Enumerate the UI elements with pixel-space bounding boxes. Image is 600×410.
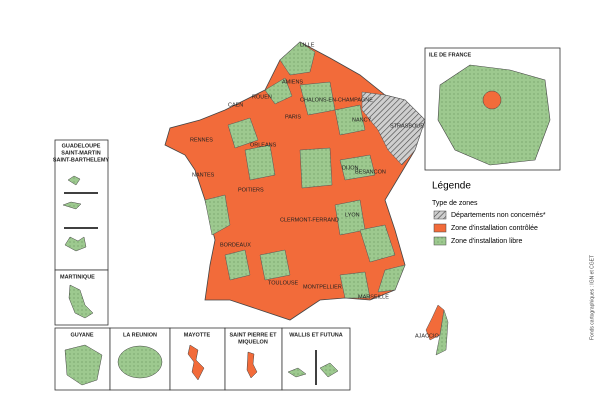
zone-libre — [224, 249, 251, 281]
legend-swatch — [433, 210, 447, 220]
inset-title: SAINT-BARTHELEMY — [53, 157, 110, 163]
city-label: CHALONS-EN-CHAMPAGNE — [300, 97, 373, 103]
zone-libre — [204, 194, 231, 236]
city-label: PARIS — [285, 114, 301, 120]
city-label: DIJON — [342, 165, 359, 171]
city-label: AMIENS — [282, 79, 303, 85]
city-label: LILLE — [300, 42, 315, 48]
city-label: TOULOUSE — [268, 280, 298, 286]
inset-title: MARTINIQUE — [60, 274, 95, 280]
zone-libre — [299, 147, 333, 189]
city-label: CLERMONT-FERRAND — [280, 217, 339, 223]
city-labels: LILLE AMIENS ROUEN CAEN PARIS CHALONS-EN-CHAM… — [190, 42, 440, 339]
zone-libre — [244, 144, 276, 181]
idf-map — [437, 64, 551, 166]
city-label: NANCY — [352, 117, 372, 123]
city-label: ORLEANS — [250, 142, 277, 148]
spm-map — [246, 351, 258, 379]
inset-title: WALLIS ET FUTUNA — [289, 332, 342, 338]
city-label: POITIERS — [238, 187, 264, 193]
zone-libre — [279, 41, 316, 76]
inset-title: MAYOTTE — [184, 332, 211, 338]
city-label: STRASBOURG — [390, 123, 429, 129]
legend-subtitle: Type de zones — [432, 200, 478, 207]
zone-libre — [334, 104, 366, 136]
zones-libres — [204, 41, 406, 299]
idf-paris — [482, 90, 502, 110]
haute-corse — [435, 309, 449, 356]
city-label: ROUEN — [252, 94, 272, 100]
guadeloupe-map — [62, 175, 87, 252]
credit: Fonds cartographiques : IGN et CGET — [589, 255, 595, 340]
city-label: BESANCON — [355, 169, 386, 175]
city-label: AJACCIO — [415, 333, 440, 339]
legend-swatch — [433, 223, 447, 233]
legend: Légende Type de zones Départements non c… — [432, 181, 546, 246]
zone-libre — [377, 264, 406, 293]
city-label: MONTPELLIER — [303, 284, 342, 290]
city-label: BORDEAUX — [220, 242, 251, 248]
inset-title: SAINT PIERRE ET — [229, 332, 277, 338]
inset-title: SAINT-MARTIN — [61, 150, 100, 156]
legend-item: Zone d'installation libre — [451, 238, 522, 245]
city-label: CAEN — [228, 102, 243, 108]
inset-title: GUYANE — [70, 332, 93, 338]
zone-libre — [339, 154, 376, 181]
martinique-map — [68, 284, 94, 319]
mayotte-map — [187, 344, 205, 381]
city-label: LYON — [345, 212, 360, 218]
inset-title: ILE DE FRANCE — [429, 52, 472, 58]
zone-libre — [264, 77, 293, 105]
zone-non-concernee — [361, 91, 426, 166]
city-label: MARSEILLE — [358, 294, 389, 300]
legend-item: Zone d'installation contrôlée — [451, 225, 538, 232]
inset-title: LA REUNION — [123, 332, 157, 338]
inset-title: GUADELOUPE — [62, 143, 101, 149]
reunion-map — [117, 345, 163, 379]
legend-item: Départements non concernés* — [451, 212, 546, 219]
inset-title: MIQUELON — [238, 339, 268, 345]
city-label: RENNES — [190, 137, 213, 143]
legend-title: Légende — [432, 181, 471, 192]
wallis-map — [287, 362, 339, 378]
zone-libre — [259, 249, 291, 281]
zone-libre — [227, 117, 259, 149]
city-label: NANTES — [192, 172, 215, 178]
zone-libre — [339, 271, 371, 299]
zone-libre — [359, 224, 396, 263]
guyane-map — [64, 344, 103, 386]
legend-swatch — [433, 236, 447, 246]
